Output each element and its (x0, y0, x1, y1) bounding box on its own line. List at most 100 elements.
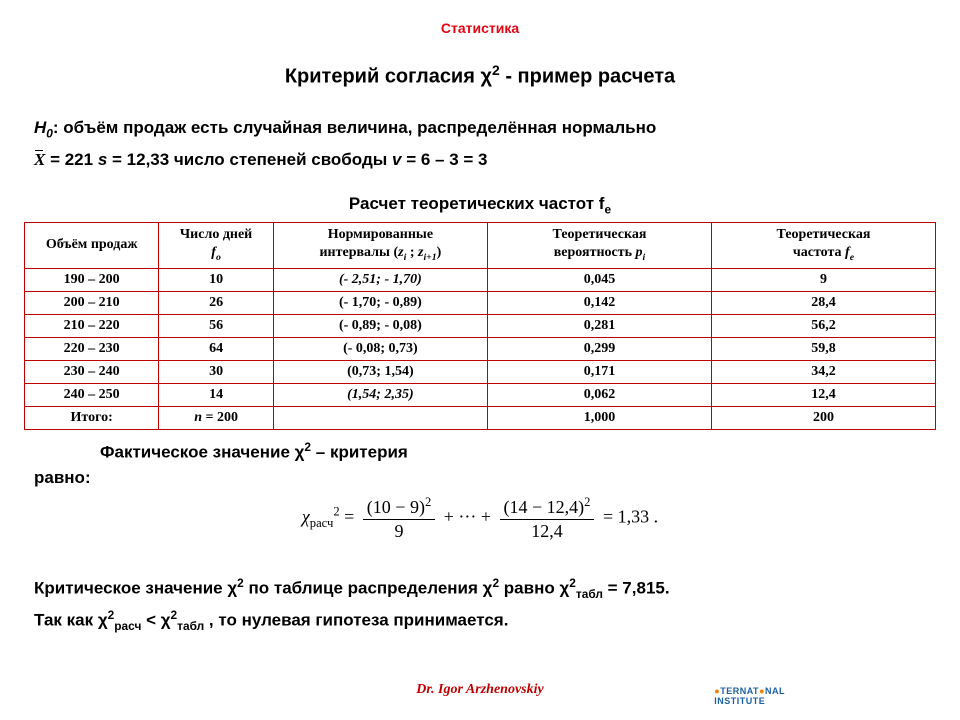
col-days-l1: Число дней (180, 227, 252, 242)
col-intervals: Нормированные интервалы (zi ; zi+1) (273, 223, 487, 269)
df-text: число степеней свободы (169, 150, 392, 169)
table-row: 190 – 20010(- 2,51; - 1,70)0,0459 (25, 268, 936, 291)
f-res: = 1,33 . (603, 507, 658, 527)
table-cell: 64 (159, 337, 273, 360)
t2n: (14 − 12,4) (504, 497, 585, 517)
title-post: - пример расчета (500, 66, 675, 88)
col-fe-l2: частота (793, 245, 845, 260)
b2post: , то нулевая гипотеза принимается. (204, 611, 508, 630)
table-cell: 9 (711, 268, 935, 291)
table-cell: 190 – 200 (25, 268, 159, 291)
page-header: Статистика (0, 20, 960, 36)
frac-1: (10 − 9)2 9 (359, 495, 439, 542)
fo-sub: o (216, 252, 221, 263)
table-row: 200 – 21026(- 1,70; - 0,89)0,14228,4 (25, 291, 936, 314)
table-cell: 0,281 (487, 314, 711, 337)
table-cell: 26 (159, 291, 273, 314)
table-row: 220 – 23064(- 0,08; 0,73)0,29959,8 (25, 337, 936, 360)
table-title-pre: Расчет теоретических частот f (349, 194, 605, 213)
h0-label: H (34, 118, 46, 137)
col-int-l1: Нормированные (328, 227, 433, 242)
zclose: ) (437, 245, 442, 260)
table-cell: 0,062 (487, 383, 711, 406)
h0-sub: 0 (46, 126, 53, 140)
col-fe-l1: Теоретическая (777, 227, 871, 242)
table-cell: (0,73; 1,54) (273, 360, 487, 383)
table-title: Расчет теоретических частот fe (0, 194, 960, 216)
table-cell: 240 – 250 (25, 383, 159, 406)
col-p-l2: вероятность (554, 245, 636, 260)
pi-p: p (636, 245, 643, 260)
footer-author: Dr. Igor Arzhenovskiy (0, 682, 960, 698)
factual-line: Фактическое значение χ2 – критерия (100, 440, 408, 463)
b2r: расч (114, 619, 141, 633)
t2ns: 2 (584, 495, 590, 509)
logo-l2: INSTITUTE (714, 696, 765, 706)
df-val: = 6 – 3 = 3 (401, 150, 487, 169)
col-fe: Теоретическая частота fe (711, 223, 935, 269)
table-cell (273, 406, 487, 429)
table-cell: 200 – 210 (25, 291, 159, 314)
logo-d: NAL (765, 686, 785, 696)
table-cell: Итого: (25, 406, 159, 429)
z2s: i+1 (423, 252, 436, 263)
table-cell: 30 (159, 360, 273, 383)
b1c: равно χ (499, 579, 569, 598)
table-cell: 210 – 220 (25, 314, 159, 337)
title-pre: Критерий согласия χ (285, 66, 492, 88)
table-cell: (- 0,08; 0,73) (273, 337, 487, 360)
hypothesis-line: H0: объём продаж есть случайная величина… (34, 118, 656, 140)
table-cell: (- 1,70; - 0,89) (273, 291, 487, 314)
table-cell: 59,8 (711, 337, 935, 360)
f-eq: = (340, 507, 359, 527)
t1ns: 2 (425, 495, 431, 509)
b1b: по таблице распределения χ (244, 579, 493, 598)
fe-sub: e (850, 252, 854, 263)
table-total-row: Итого:n = 2001,000200 (25, 406, 936, 429)
table-cell: 14 (159, 383, 273, 406)
b1s3: 2 (569, 576, 576, 590)
conclusion-line: Так как χ2расч < χ2табл , то нулевая гип… (34, 608, 940, 633)
table-cell: 1,000 (487, 406, 711, 429)
f-chi: χ (302, 507, 310, 527)
table-cell: 34,2 (711, 360, 935, 383)
title-sup: 2 (492, 62, 500, 78)
table-cell: 10 (159, 268, 273, 291)
params-line: X = 221 s = 12,33 число степеней свободы… (34, 150, 487, 170)
f-dots: + ··· + (444, 507, 496, 527)
b1a: Критическое значение χ (34, 579, 237, 598)
table-cell: 28,4 (711, 291, 935, 314)
b1s1: 2 (237, 576, 244, 590)
table-cell: 56 (159, 314, 273, 337)
footer-logo: ●TERNAT●NAL INSTITUTE (714, 687, 785, 706)
equals-line: равно: (34, 468, 91, 488)
table-row: 210 – 22056(- 0,89; - 0,08)0,28156,2 (25, 314, 936, 337)
table-cell: 0,299 (487, 337, 711, 360)
table-cell: 0,171 (487, 360, 711, 383)
t1d: 9 (363, 520, 435, 542)
table-title-sub: e (604, 202, 611, 216)
table-row: 230 – 24030(0,73; 1,54)0,17134,2 (25, 360, 936, 383)
table-cell: (1,54; 2,35) (273, 383, 487, 406)
col-sales: Объём продаж (25, 223, 159, 269)
table-header-row: Объём продаж Число дней fo Нормированные… (25, 223, 936, 269)
table-cell: 230 – 240 (25, 360, 159, 383)
frequency-table: Объём продаж Число дней fo Нормированные… (24, 222, 936, 430)
table-cell: (- 2,51; - 1,70) (273, 268, 487, 291)
chi-formula: χрасч2 = (10 − 9)2 9 + ··· + (14 − 12,4)… (0, 495, 960, 542)
col-days: Число дней fo (159, 223, 273, 269)
h0-text: : объём продаж есть случайная величина, … (53, 118, 656, 137)
table-cell: 56,2 (711, 314, 935, 337)
fact-post: – критерия (311, 443, 408, 462)
pi-sub: i (643, 252, 646, 263)
page-title: Критерий согласия χ2 - пример расчета (0, 62, 960, 89)
table-cell: n = 200 (159, 406, 273, 429)
frac-2: (14 − 12,4)2 12,4 (496, 495, 599, 542)
table-cell: 220 – 230 (25, 337, 159, 360)
table-cell: (- 0,89; - 0,08) (273, 314, 487, 337)
col-prob: Теоретическая вероятность pi (487, 223, 711, 269)
xbar-val: = 221 (45, 150, 97, 169)
table-cell: 0,142 (487, 291, 711, 314)
critical-line: Критическое значение χ2 по таблице распр… (34, 576, 940, 601)
b2chi1: χ (98, 611, 108, 630)
